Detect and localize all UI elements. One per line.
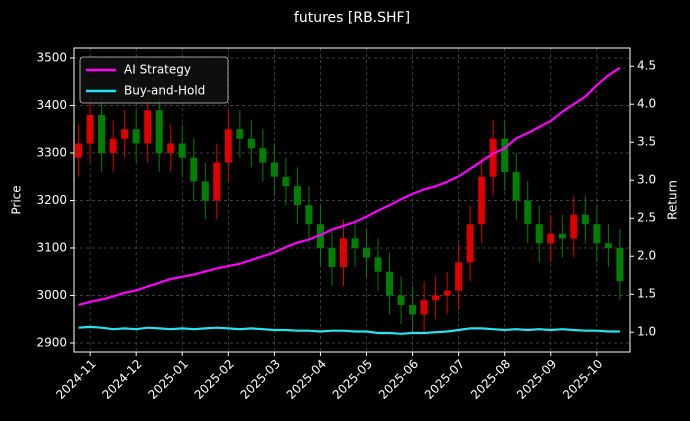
candle-body: [282, 176, 290, 187]
candle-body: [259, 148, 267, 163]
candle-body: [351, 238, 359, 248]
candle-body: [236, 129, 244, 139]
candle-body: [478, 176, 486, 225]
candle-body: [581, 214, 589, 225]
y2-tick-label: 4.5: [637, 59, 656, 73]
candle-body: [374, 257, 382, 272]
y2-tick-label: 1.0: [637, 325, 656, 339]
candle-body: [489, 138, 497, 177]
x-tick-label: 2025-02: [192, 357, 237, 402]
candle-body: [178, 143, 186, 158]
y-tick-label: 3100: [36, 240, 67, 254]
x-tick-label: 2024-11: [53, 357, 98, 402]
candle-body: [109, 138, 117, 153]
candle-body: [386, 271, 394, 296]
candle-body: [443, 290, 451, 296]
y2-tick-label: 1.5: [637, 287, 656, 301]
candle-body: [432, 295, 440, 301]
candle-body: [466, 224, 474, 263]
legend-label: AI Strategy: [124, 63, 191, 77]
candle-body: [363, 247, 371, 258]
chart-title: futures [RB.SHF]: [294, 10, 410, 26]
candle-body: [604, 243, 612, 248]
y-tick-label: 3300: [36, 145, 67, 159]
y2-tick-label: 2.0: [637, 249, 656, 263]
candle-body: [224, 129, 232, 163]
x-tick-label: 2025-05: [330, 357, 375, 402]
candle-body: [570, 214, 578, 239]
candle-body: [593, 224, 601, 244]
x-tick-label: 2024-12: [99, 357, 144, 402]
candle-body: [270, 162, 278, 177]
candle-body: [409, 304, 417, 315]
candle-body: [558, 233, 566, 239]
x-tick-label: 2025-03: [238, 357, 283, 402]
candle-body: [201, 181, 209, 201]
candle-body: [132, 129, 140, 144]
candle-body: [293, 186, 301, 206]
candle-body: [535, 224, 543, 244]
x-tick-label: 2025-04: [284, 357, 329, 402]
candle-body: [155, 110, 163, 153]
x-tick-label: 2025-09: [514, 357, 559, 402]
x-tick-label: 2025-08: [468, 357, 513, 402]
legend-label: Buy-and-Hold: [124, 84, 205, 98]
candle-body: [547, 233, 555, 244]
x-tick-label: 2025-10: [560, 357, 605, 402]
candle-body: [455, 262, 463, 291]
y2-tick-label: 3.0: [637, 173, 656, 187]
candle-body: [524, 200, 532, 225]
x-tick-label: 2025-06: [376, 357, 421, 402]
candle-body: [420, 300, 428, 315]
candle-body: [75, 143, 83, 158]
candle-body: [247, 138, 255, 149]
candle-body: [98, 114, 106, 153]
y2-tick-label: 3.5: [637, 135, 656, 149]
candle-body: [144, 110, 152, 144]
x-tick-label: 2025-01: [145, 357, 190, 402]
line-series: [78, 325, 620, 335]
y-axis-label: Price: [10, 185, 24, 214]
candle-body: [616, 247, 624, 282]
y2-axis-label: Return: [666, 180, 680, 220]
candle-body: [190, 157, 198, 182]
y-tick-label: 3500: [36, 50, 67, 64]
y2-tick-label: 2.5: [637, 211, 656, 225]
candle-body: [213, 162, 221, 201]
plot-frame: [73, 47, 631, 353]
candle-body: [397, 295, 405, 305]
candle-body: [305, 205, 313, 225]
y-tick-label: 3400: [36, 98, 67, 112]
x-tick-label: 2025-07: [422, 357, 467, 402]
candle-body: [339, 238, 347, 267]
y-tick-label: 3000: [36, 288, 67, 302]
candle-body: [86, 114, 94, 144]
candle-body: [512, 171, 520, 201]
y-tick-label: 2900: [36, 335, 67, 349]
legend-box: [79, 56, 229, 104]
candle-body: [167, 143, 175, 153]
candle-body: [121, 129, 129, 139]
y2-tick-label: 4.0: [637, 97, 656, 111]
candle-body: [501, 138, 509, 172]
y-tick-label: 3200: [36, 193, 67, 207]
line-series: [78, 66, 621, 306]
candle-body: [328, 247, 336, 267]
